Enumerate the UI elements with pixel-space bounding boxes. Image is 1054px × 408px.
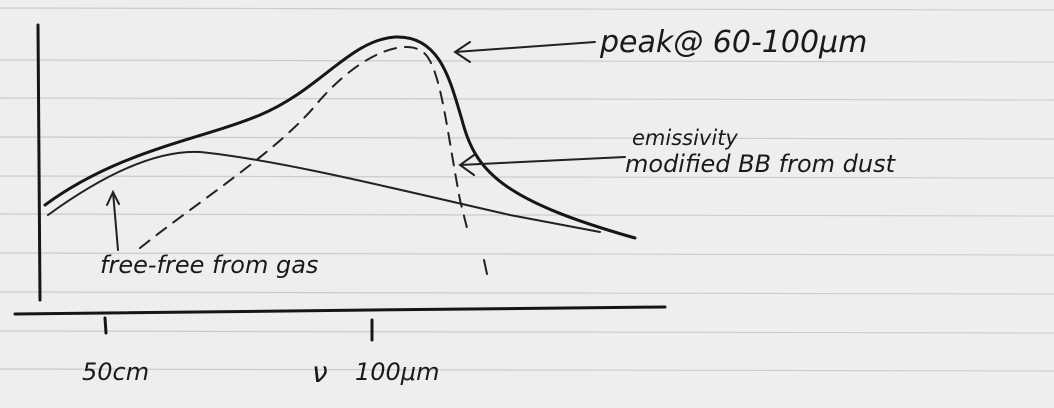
dust-label: emissivity [632,126,738,150]
y-axis [38,25,40,300]
tick [105,318,106,333]
tick-label: 100μm [355,358,439,386]
peak-label: peak@ 60-100μm [599,25,867,60]
dust-label: modified BB from dust [625,150,897,178]
sketch: peak@ 60-100μm emissivity modified BB fr… [0,0,1054,408]
gas-label: free-free from gas [100,251,318,279]
tick-label: 50cm [82,358,149,386]
x-axis-label: ν [312,356,328,389]
